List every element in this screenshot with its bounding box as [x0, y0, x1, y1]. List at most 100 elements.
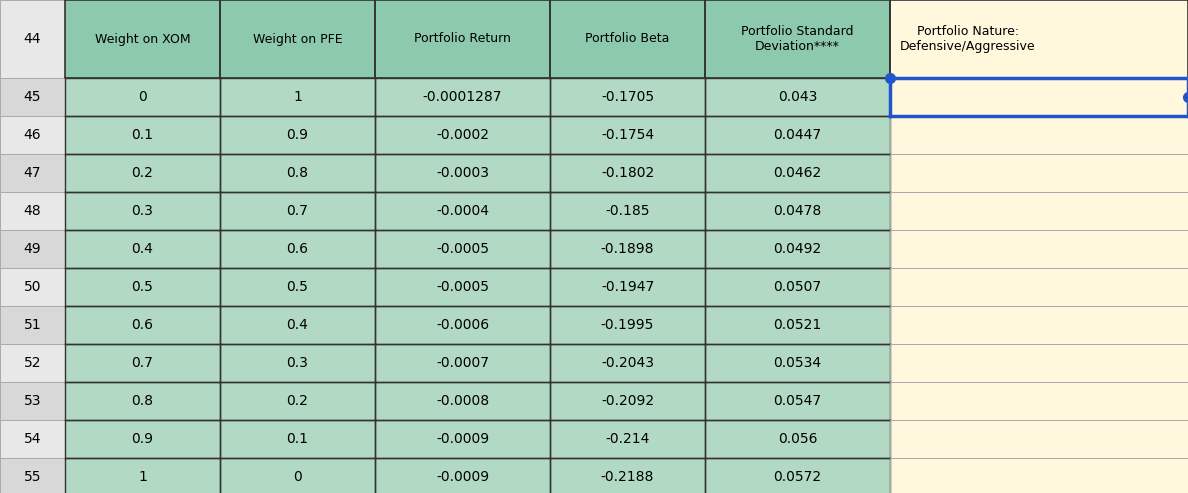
Text: -0.2092: -0.2092: [601, 394, 655, 408]
Text: 0.0507: 0.0507: [773, 280, 822, 294]
Bar: [0, 116, 65, 154]
Text: -0.0002: -0.0002: [436, 128, 489, 142]
Bar: [890, 116, 1188, 154]
Bar: [890, 192, 1188, 230]
Bar: [375, 420, 550, 458]
Bar: [890, 420, 1188, 458]
Text: 0.0492: 0.0492: [773, 242, 822, 256]
Bar: [550, 230, 704, 268]
Text: -0.0005: -0.0005: [436, 242, 489, 256]
Bar: [704, 192, 890, 230]
Bar: [0, 382, 65, 420]
Text: Portfolio Nature:
Defensive/Aggressive: Portfolio Nature: Defensive/Aggressive: [901, 25, 1036, 53]
Bar: [65, 306, 220, 344]
Text: 44: 44: [24, 32, 42, 46]
Bar: [704, 116, 890, 154]
Bar: [550, 306, 704, 344]
Bar: [704, 344, 890, 382]
Text: 0.0572: 0.0572: [773, 470, 822, 484]
Text: 0.6: 0.6: [132, 318, 153, 332]
Text: 53: 53: [24, 394, 42, 408]
Bar: [890, 458, 1188, 493]
Bar: [0, 344, 65, 382]
Bar: [550, 0, 704, 78]
Bar: [220, 382, 375, 420]
Bar: [65, 420, 220, 458]
Text: 49: 49: [24, 242, 42, 256]
Bar: [65, 458, 220, 493]
Bar: [0, 0, 65, 78]
Text: 55: 55: [24, 470, 42, 484]
Text: -0.185: -0.185: [605, 204, 650, 218]
Bar: [0, 78, 65, 116]
Text: 54: 54: [24, 432, 42, 446]
Text: -0.2043: -0.2043: [601, 356, 655, 370]
Text: 0.5: 0.5: [132, 280, 153, 294]
Bar: [65, 154, 220, 192]
Bar: [65, 116, 220, 154]
Bar: [890, 268, 1188, 306]
Bar: [375, 192, 550, 230]
Text: 0.2: 0.2: [286, 394, 309, 408]
Bar: [220, 116, 375, 154]
Bar: [704, 78, 890, 116]
Text: -0.0001287: -0.0001287: [423, 90, 503, 104]
Bar: [0, 458, 65, 493]
Bar: [220, 230, 375, 268]
Text: 0.0547: 0.0547: [773, 394, 822, 408]
Bar: [375, 116, 550, 154]
Text: 46: 46: [24, 128, 42, 142]
Text: 0.9: 0.9: [286, 128, 309, 142]
Bar: [0, 420, 65, 458]
Bar: [704, 154, 890, 192]
Text: -0.214: -0.214: [606, 432, 650, 446]
Text: 0.1: 0.1: [286, 432, 309, 446]
Text: 0.0462: 0.0462: [773, 166, 822, 180]
Text: Weight on XOM: Weight on XOM: [95, 33, 190, 45]
Text: 0.3: 0.3: [286, 356, 309, 370]
Text: -0.0007: -0.0007: [436, 356, 489, 370]
Bar: [0, 230, 65, 268]
Text: -0.0004: -0.0004: [436, 204, 489, 218]
Text: 0.3: 0.3: [132, 204, 153, 218]
Bar: [220, 268, 375, 306]
Text: 0.0534: 0.0534: [773, 356, 822, 370]
Bar: [890, 230, 1188, 268]
Bar: [0, 192, 65, 230]
Text: 0.0478: 0.0478: [773, 204, 822, 218]
Bar: [220, 344, 375, 382]
Text: 1: 1: [293, 90, 302, 104]
Bar: [704, 306, 890, 344]
Bar: [704, 420, 890, 458]
Bar: [220, 192, 375, 230]
Bar: [550, 420, 704, 458]
Text: 0.4: 0.4: [132, 242, 153, 256]
Text: -0.1947: -0.1947: [601, 280, 655, 294]
Text: 51: 51: [24, 318, 42, 332]
Text: 0.056: 0.056: [778, 432, 817, 446]
Text: 0.1: 0.1: [132, 128, 153, 142]
Text: -0.0005: -0.0005: [436, 280, 489, 294]
Text: 0.5: 0.5: [286, 280, 309, 294]
Bar: [375, 154, 550, 192]
Bar: [220, 0, 375, 78]
Text: -0.0008: -0.0008: [436, 394, 489, 408]
Bar: [704, 268, 890, 306]
Bar: [890, 154, 1188, 192]
Bar: [65, 0, 220, 78]
Text: -0.0009: -0.0009: [436, 470, 489, 484]
Bar: [0, 306, 65, 344]
Text: 0.0521: 0.0521: [773, 318, 822, 332]
Text: 0: 0: [293, 470, 302, 484]
Text: 0.7: 0.7: [132, 356, 153, 370]
Text: -0.1754: -0.1754: [601, 128, 655, 142]
Text: 0.8: 0.8: [132, 394, 153, 408]
Text: Portfolio Return: Portfolio Return: [415, 33, 511, 45]
Bar: [375, 0, 550, 78]
Bar: [65, 78, 220, 116]
Bar: [375, 268, 550, 306]
Text: 0.7: 0.7: [286, 204, 309, 218]
Text: -0.0009: -0.0009: [436, 432, 489, 446]
Text: -0.1705: -0.1705: [601, 90, 655, 104]
Bar: [375, 344, 550, 382]
